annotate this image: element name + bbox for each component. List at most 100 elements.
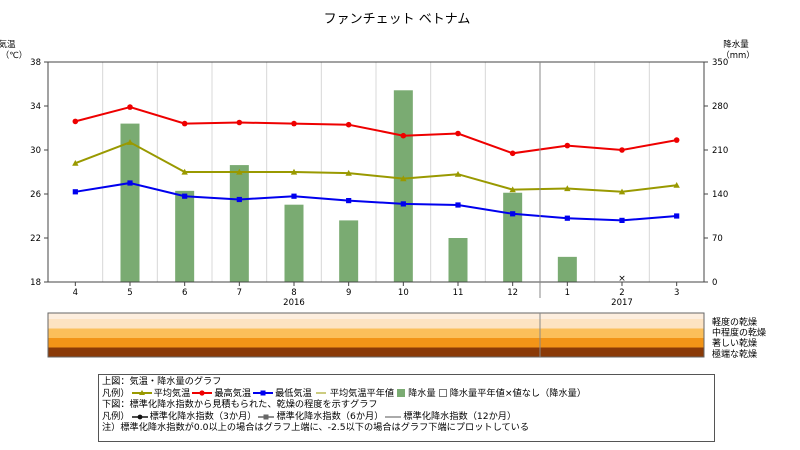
y-left-tick-label: 30 — [30, 146, 41, 156]
min-temp-swatch-icon — [253, 389, 274, 397]
point-min-temp — [72, 189, 78, 195]
point-max-temp — [345, 121, 352, 128]
point-min-temp — [291, 193, 297, 199]
precip-bar — [339, 220, 359, 282]
missing-mark: × — [618, 274, 626, 284]
legend-no-value: ×値なし（降水量） — [504, 387, 587, 399]
legend-min-temp: 最低気温 — [275, 387, 312, 399]
chart-title: ファンチェット ベトナム — [324, 12, 471, 27]
line-最高気温 — [75, 106, 677, 155]
point-max-temp — [673, 137, 680, 143]
point-max-temp — [127, 104, 133, 110]
avg-temp-normal-swatch-icon — [314, 389, 328, 397]
point-avg-temp — [72, 160, 79, 166]
legend-line-3: 下図：標準化降水指数から見積もられた、乾燥の程度を示すグラフ — [102, 399, 711, 411]
point-avg-temp — [345, 169, 352, 176]
spi12-swatch-icon — [385, 413, 402, 421]
axes — [44, 61, 708, 298]
y-left-tick-label: 26 — [30, 190, 41, 200]
x-tick-label: 9 — [346, 288, 351, 298]
legend-prefix-lower: 凡例） — [102, 410, 130, 422]
legend-avg-temp: 平均気温 — [153, 387, 191, 399]
y-left-label: 気温 — [0, 39, 16, 50]
legend-note: 注）標準化降水指数が0.0以上の場合はグラフ上端に、-2.5以下の場合はグラフ下… — [102, 422, 530, 434]
drought-level-label: 中程度の乾燥 — [712, 327, 766, 339]
precip-bar — [120, 123, 140, 282]
year-label: 2016 — [283, 298, 305, 308]
drought-band — [48, 347, 704, 358]
x-tick-label: 5 — [127, 288, 132, 298]
point-min-temp — [455, 202, 461, 208]
max-temp-swatch-icon — [192, 389, 213, 397]
x-tick-label: 1 — [565, 288, 570, 298]
point-avg-temp — [509, 186, 516, 193]
x-tick-label: 8 — [291, 288, 296, 298]
point-max-temp — [72, 118, 79, 125]
drought-frame — [47, 312, 705, 358]
x-tick-label: 7 — [237, 288, 242, 298]
line-最低気温 — [75, 181, 677, 222]
legend-title-lower: 下図：標準化降水指数から見積もられた、乾燥の程度を示すグラフ — [102, 399, 378, 411]
point-avg-temp — [181, 168, 188, 175]
precip-bar — [393, 90, 413, 283]
spi6-swatch-icon — [258, 413, 275, 421]
y-right-tick-label: 0 — [712, 278, 717, 288]
x-tick-label: 12 — [507, 288, 518, 298]
y-left-tick-label: 18 — [30, 278, 41, 288]
point-avg-temp — [126, 139, 134, 145]
point-avg-temp — [673, 182, 680, 188]
precip-bar — [557, 256, 577, 282]
point-avg-temp — [236, 168, 243, 175]
temperature-lines — [72, 104, 680, 223]
year-label: 2017 — [611, 298, 633, 308]
point-max-temp — [400, 132, 407, 139]
drought-level-label: 著しい乾燥 — [712, 337, 757, 349]
point-min-temp — [510, 211, 516, 217]
x-tick-label: 11 — [453, 288, 464, 298]
y-left-tick-label: 22 — [30, 234, 41, 244]
precip-bar — [229, 165, 249, 282]
legend-spi12: 標準化降水指数（12か月） — [403, 410, 517, 422]
legend-avg-temp-normal: 平均気温平年値 — [329, 387, 395, 399]
plot-frame — [47, 61, 705, 283]
precip-bars — [120, 90, 577, 283]
point-min-temp — [127, 180, 133, 186]
y-right-label: 降水量 — [723, 39, 749, 50]
precip-swatch-icon — [397, 389, 406, 398]
legend-prefix-upper: 凡例） — [102, 387, 130, 399]
point-avg-temp — [618, 188, 626, 195]
legend-precip-normal: 降水量平年値 — [449, 387, 505, 399]
point-max-temp — [291, 120, 297, 127]
y-left-tick-label: 38 — [30, 58, 41, 68]
point-min-temp — [564, 215, 570, 221]
point-min-temp — [182, 193, 188, 199]
point-avg-temp — [454, 171, 462, 177]
y-left-unit: （℃） — [1, 50, 28, 61]
drought-band — [48, 338, 704, 348]
point-max-temp — [236, 119, 243, 126]
point-min-temp — [674, 213, 680, 219]
x-tick-label: 6 — [182, 288, 187, 298]
drought-level-label: 軽度の乾燥 — [712, 316, 757, 328]
x-tick-label: 10 — [398, 288, 409, 298]
y-right-tick-label: 280 — [712, 102, 728, 112]
legend-line-5: 注）標準化降水指数が0.0以上の場合はグラフ上端に、-2.5以下の場合はグラフ下… — [102, 422, 711, 434]
point-min-temp — [400, 201, 406, 207]
spi3-swatch-icon — [131, 413, 148, 421]
drought-level-label: 極端な乾燥 — [712, 348, 757, 360]
y-right-unit: （mm） — [721, 50, 755, 61]
precip-bar — [175, 190, 195, 282]
drought-band — [48, 328, 704, 339]
point-max-temp — [181, 120, 188, 127]
point-avg-temp — [290, 168, 298, 175]
line-平均気温 — [74, 141, 677, 193]
legend-line-1: 上図：気温・降水量のグラフ — [102, 376, 711, 388]
point-max-temp — [455, 130, 461, 137]
x-tick-label: 3 — [674, 288, 679, 298]
drought-band-none — [48, 313, 704, 319]
point-min-temp — [236, 196, 242, 203]
precip-bar — [284, 204, 304, 282]
